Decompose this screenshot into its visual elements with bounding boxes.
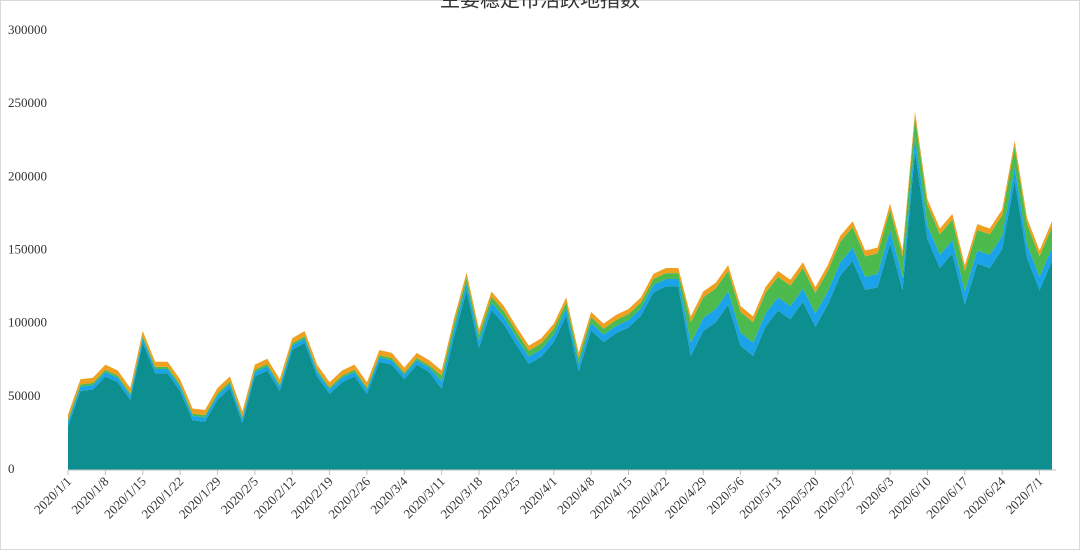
y-tick-label: 300000 xyxy=(8,22,47,37)
area xyxy=(68,150,1052,470)
y-tick-label: 150000 xyxy=(8,241,47,256)
y-tick-label: 0 xyxy=(8,461,15,476)
chart-title: 主要稳定币活跃地指数 xyxy=(440,0,640,12)
y-tick-label: 100000 xyxy=(8,315,47,330)
y-tick-label: 200000 xyxy=(8,168,47,183)
y-tick-label: 50000 xyxy=(8,388,41,403)
y-tick-label: 250000 xyxy=(8,95,47,110)
